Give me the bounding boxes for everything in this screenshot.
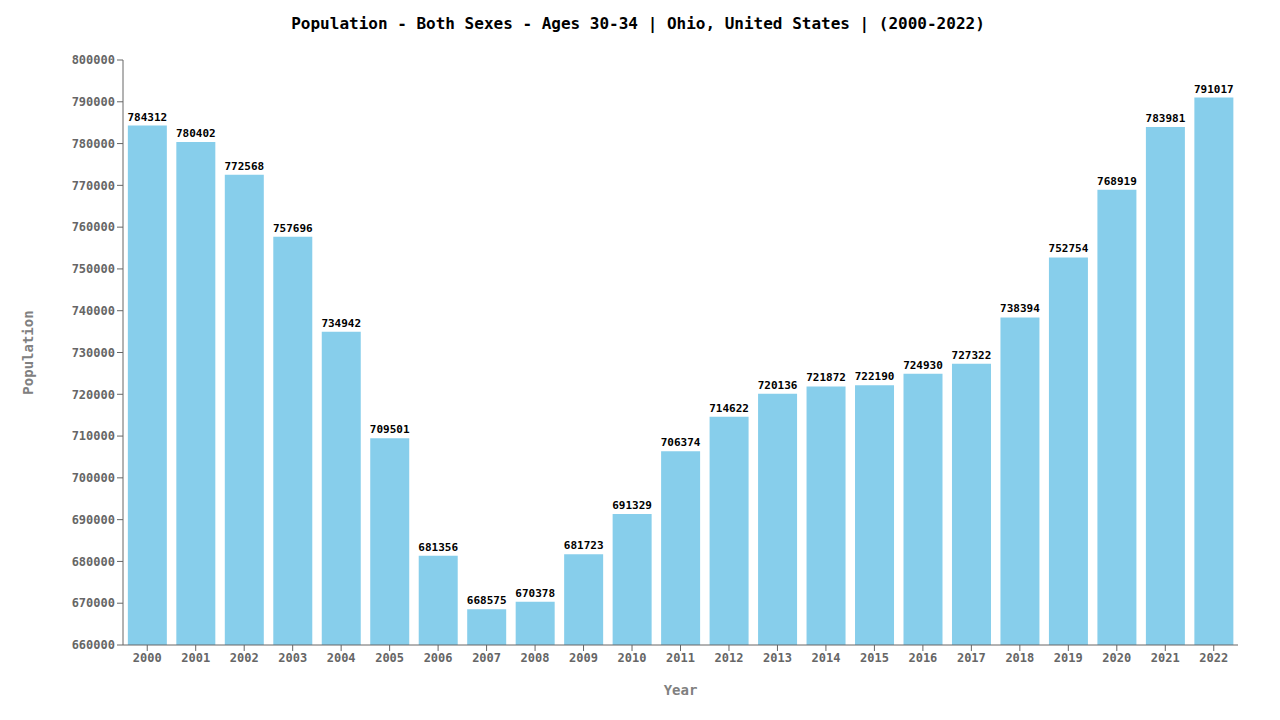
svg-text:2010: 2010: [618, 651, 647, 665]
svg-text:2014: 2014: [811, 651, 840, 665]
svg-text:2006: 2006: [424, 651, 453, 665]
svg-text:752754: 752754: [1049, 242, 1089, 255]
svg-text:2001: 2001: [181, 651, 210, 665]
svg-text:Year: Year: [664, 682, 698, 698]
svg-text:660000: 660000: [72, 638, 115, 652]
svg-text:727322: 727322: [952, 349, 992, 362]
svg-text:2016: 2016: [908, 651, 937, 665]
svg-text:721872: 721872: [806, 371, 846, 384]
svg-text:720136: 720136: [758, 379, 798, 392]
svg-text:724930: 724930: [903, 359, 943, 372]
svg-text:709501: 709501: [370, 423, 410, 436]
svg-text:790000: 790000: [72, 95, 115, 109]
svg-text:2013: 2013: [763, 651, 792, 665]
svg-text:2003: 2003: [278, 651, 307, 665]
svg-text:2004: 2004: [327, 651, 356, 665]
svg-text:681356: 681356: [418, 541, 458, 554]
svg-text:783981: 783981: [1146, 112, 1186, 125]
svg-text:2008: 2008: [521, 651, 550, 665]
svg-text:2018: 2018: [1005, 651, 1034, 665]
svg-text:772568: 772568: [224, 160, 264, 173]
svg-text:734942: 734942: [321, 317, 361, 330]
svg-text:2020: 2020: [1102, 651, 1131, 665]
svg-text:2000: 2000: [133, 651, 162, 665]
svg-text:2017: 2017: [957, 651, 986, 665]
svg-text:670000: 670000: [72, 596, 115, 610]
svg-text:722190: 722190: [855, 370, 895, 383]
svg-text:2009: 2009: [569, 651, 598, 665]
svg-text:690000: 690000: [72, 513, 115, 527]
svg-text:2007: 2007: [472, 651, 501, 665]
svg-text:730000: 730000: [72, 346, 115, 360]
svg-text:740000: 740000: [72, 304, 115, 318]
html-text:Population - Both Sexes - Ages: Population - Both Sexes - Ages 30-34 | O…: [291, 14, 985, 33]
svg-text:770000: 770000: [72, 179, 115, 193]
svg-text:720000: 720000: [72, 388, 115, 402]
svg-text:791017: 791017: [1194, 83, 1234, 96]
svg-text:2015: 2015: [860, 651, 889, 665]
svg-text:691329: 691329: [612, 499, 652, 512]
svg-text:681723: 681723: [564, 539, 604, 552]
svg-text:706374: 706374: [661, 436, 701, 449]
svg-text:700000: 700000: [72, 471, 115, 485]
svg-text:670378: 670378: [515, 587, 555, 600]
svg-text:680000: 680000: [72, 555, 115, 569]
svg-text:2021: 2021: [1151, 651, 1180, 665]
svg-text:780402: 780402: [176, 127, 216, 140]
svg-text:2022: 2022: [1199, 651, 1228, 665]
svg-text:668575: 668575: [467, 594, 507, 607]
svg-text:2002: 2002: [230, 651, 259, 665]
svg-text:2011: 2011: [666, 651, 695, 665]
svg-text:780000: 780000: [72, 137, 115, 151]
svg-text:760000: 760000: [72, 220, 115, 234]
svg-text:2005: 2005: [375, 651, 404, 665]
svg-text:2019: 2019: [1054, 651, 1083, 665]
svg-text:768919: 768919: [1097, 175, 1137, 188]
svg-text:738394: 738394: [1000, 302, 1040, 315]
svg-text:800000: 800000: [72, 53, 115, 67]
svg-text:714622: 714622: [709, 402, 749, 415]
svg-text:784312: 784312: [127, 111, 167, 124]
svg-text:757696: 757696: [273, 222, 313, 235]
svg-text:2012: 2012: [715, 651, 744, 665]
svg-text:710000: 710000: [72, 429, 115, 443]
svg-text:750000: 750000: [72, 262, 115, 276]
svg-text:Population: Population: [20, 310, 36, 394]
